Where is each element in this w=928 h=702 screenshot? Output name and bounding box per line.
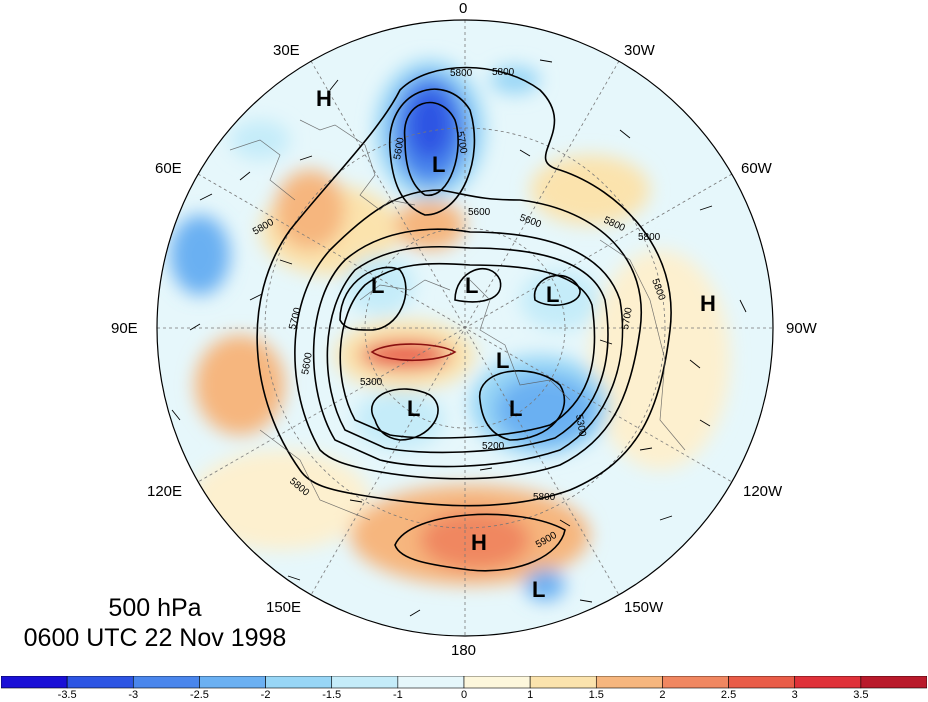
- colorbar-swatch: [331, 676, 399, 689]
- map-level-title: 500 hPa: [108, 594, 202, 622]
- colorbar-swatch: [595, 676, 663, 689]
- coastlines: [229, 119, 686, 521]
- longitude-label-60e: 60E: [155, 160, 182, 177]
- colorbar-swatch: [860, 676, 927, 689]
- colorbar-tick-label: 3.5: [853, 689, 869, 701]
- map-time-title: 0600 UTC 22 Nov 1998: [23, 624, 287, 652]
- colorbar-tick-label: -1: [392, 689, 403, 701]
- map-boundary: [156, 19, 774, 637]
- center-label-h: H: [700, 291, 716, 316]
- longitude-label-60w: 60W: [741, 160, 772, 177]
- longitude-label-0: 0: [459, 0, 468, 17]
- polar-stereographic-map: H L L L L L H L L H L 5800 5800 5700 560…: [156, 19, 774, 637]
- colorbar-tick-label: -3.5: [57, 689, 77, 701]
- colorbar: [1, 676, 927, 689]
- colorbar-tick-label: -2: [260, 689, 271, 701]
- contour-value: 5300: [573, 414, 588, 438]
- graticule: [157, 20, 773, 636]
- colorbar-swatch: [199, 676, 266, 689]
- center-label-l: L: [371, 273, 384, 298]
- contour-value: 5600: [300, 351, 315, 375]
- colorbar-tick-label: 1.5: [588, 689, 604, 701]
- longitude-label-150w: 150W: [624, 599, 664, 616]
- pressure-center-labels: H L L L L L H L L H L: [316, 86, 716, 602]
- center-label-l: L: [432, 152, 445, 177]
- center-label-h: H: [471, 530, 487, 555]
- contour-value: 5800: [450, 68, 473, 79]
- contour-value: 5600: [392, 136, 407, 160]
- colorbar-swatch: [794, 676, 862, 689]
- contour-value: 5600: [468, 207, 491, 218]
- colorbar-swatch: [66, 676, 134, 689]
- contour-value: 5700: [454, 131, 469, 155]
- colorbar-tick-label: 1: [527, 689, 534, 701]
- contour-value: 5800: [638, 232, 661, 243]
- center-label-l: L: [532, 577, 545, 602]
- colorbar-swatch: [662, 676, 729, 689]
- colorbar-tick-label: -2.5: [189, 689, 209, 701]
- colorbar-swatch: [265, 676, 333, 689]
- longitude-label-180: 180: [451, 642, 477, 659]
- colorbar-tick-label: 0: [460, 689, 468, 701]
- colorbar-swatch: [1, 676, 68, 689]
- contour-value: 5700: [620, 306, 635, 330]
- center-label-l: L: [465, 273, 478, 298]
- longitude-label-120e: 120E: [147, 483, 183, 500]
- center-label-l: L: [407, 396, 420, 421]
- center-label-l: L: [509, 396, 522, 421]
- anomaly-shading: [170, 60, 730, 601]
- center-label-h: H: [316, 86, 332, 111]
- colorbar-swatch: [132, 676, 200, 689]
- longitude-label-30w: 30W: [624, 42, 655, 59]
- colorbar-swatch: [529, 676, 597, 689]
- longitude-label-120w: 120W: [743, 483, 783, 500]
- colorbar-tick-label: 3: [791, 689, 798, 701]
- center-label-l: L: [496, 348, 509, 373]
- longitude-label-150e: 150E: [266, 599, 302, 616]
- colorbar-tick-label: -3: [128, 689, 139, 701]
- contour-value: 5200: [482, 441, 505, 452]
- colorbar-tick-label: -1.5: [322, 689, 342, 701]
- longitude-label-90w: 90W: [786, 320, 817, 337]
- longitude-label-30e: 30E: [273, 42, 300, 59]
- contour-value: 5800: [533, 492, 556, 503]
- colorbar-swatch: [463, 676, 531, 689]
- contour-value: 5300: [360, 377, 383, 388]
- height-contours: [256, 66, 672, 572]
- colorbar-tick-label: 2: [659, 689, 666, 701]
- colorbar-swatch: [397, 676, 465, 689]
- colorbar-swatch: [728, 676, 796, 689]
- colorbar-tick-label: 2.5: [720, 689, 737, 701]
- contour-value: 5800: [492, 67, 515, 78]
- longitude-label-90e: 90E: [111, 320, 138, 337]
- center-label-l: L: [546, 282, 559, 307]
